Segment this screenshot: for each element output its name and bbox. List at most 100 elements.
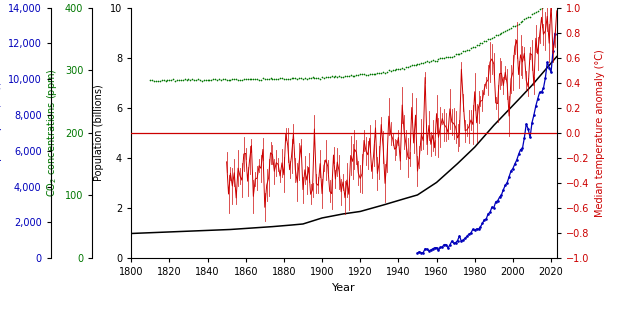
Point — [145, 78, 156, 83]
Point — [404, 64, 415, 69]
Point — [386, 68, 396, 73]
Point — [414, 61, 424, 66]
Point — [275, 76, 285, 81]
Point — [374, 71, 385, 76]
Point — [532, 8, 543, 13]
Point — [502, 28, 512, 33]
Point — [218, 77, 228, 82]
Point — [208, 77, 218, 82]
Point — [357, 72, 367, 77]
Point — [243, 77, 253, 82]
Y-axis label: GDP per capita (US$): GDP per capita (US$) — [0, 81, 2, 185]
Point — [369, 72, 379, 77]
Point — [273, 77, 284, 82]
Point — [258, 76, 268, 81]
Point — [451, 52, 461, 57]
Point — [472, 43, 482, 48]
Point — [340, 74, 350, 79]
Point — [497, 31, 507, 36]
Point — [376, 70, 387, 75]
Point — [185, 77, 195, 82]
Point — [540, 2, 550, 7]
Point — [508, 24, 518, 29]
Point — [269, 77, 280, 82]
Point — [393, 67, 403, 72]
Point — [483, 36, 493, 41]
Y-axis label: CO$_2$ concentrations (ppm): CO$_2$ concentrations (ppm) — [45, 69, 60, 197]
Point — [371, 72, 381, 77]
Point — [487, 35, 497, 40]
Point — [279, 77, 289, 82]
X-axis label: Year: Year — [332, 283, 356, 293]
Point — [210, 77, 220, 82]
Point — [187, 77, 197, 82]
Point — [511, 23, 522, 28]
Point — [153, 78, 163, 83]
Point — [323, 75, 333, 80]
Point — [491, 33, 501, 38]
Point — [443, 54, 453, 59]
Point — [172, 77, 182, 82]
Point — [412, 61, 422, 66]
Point — [521, 15, 531, 20]
Point — [544, 0, 554, 4]
Point — [468, 44, 478, 49]
Point — [452, 52, 463, 57]
Point — [499, 30, 509, 35]
Point — [525, 14, 535, 19]
Point — [283, 76, 293, 81]
Point — [416, 60, 426, 65]
Point — [481, 38, 492, 43]
Point — [309, 76, 319, 81]
Point — [361, 73, 371, 78]
Point — [388, 67, 398, 72]
Point — [317, 74, 327, 79]
Point — [351, 73, 362, 78]
Point — [246, 77, 257, 82]
Point — [235, 78, 245, 83]
Point — [332, 74, 342, 79]
Point — [198, 78, 209, 83]
Point — [178, 77, 188, 82]
Point — [298, 77, 308, 82]
Point — [307, 75, 317, 80]
Point — [410, 62, 420, 67]
Point — [239, 77, 249, 82]
Point — [422, 59, 432, 64]
Y-axis label: Median temperature anomaly (°C): Median temperature anomaly (°C) — [595, 49, 605, 217]
Point — [466, 46, 476, 51]
Point — [214, 76, 224, 81]
Point — [170, 78, 180, 83]
Point — [408, 62, 419, 67]
Point — [147, 77, 157, 82]
Point — [250, 77, 260, 82]
Point — [244, 77, 255, 82]
Point — [324, 74, 335, 79]
Point — [355, 72, 365, 77]
Point — [493, 33, 503, 38]
Point — [437, 55, 447, 60]
Point — [372, 71, 383, 76]
Point — [262, 76, 272, 81]
Point — [155, 78, 165, 83]
Point — [476, 41, 486, 46]
Point — [191, 78, 201, 83]
Point — [523, 14, 533, 19]
Point — [431, 58, 442, 63]
Point — [534, 7, 545, 12]
Point — [151, 78, 161, 83]
Point — [233, 78, 243, 83]
Point — [399, 66, 409, 71]
Point — [237, 78, 247, 83]
Point — [193, 77, 203, 82]
Point — [200, 77, 211, 82]
Point — [349, 73, 360, 78]
Point — [338, 74, 348, 79]
Point — [301, 76, 312, 81]
Point — [260, 76, 270, 81]
Point — [406, 62, 417, 67]
Point — [495, 31, 505, 36]
Point — [157, 78, 167, 83]
Point — [403, 65, 413, 70]
Point — [285, 76, 295, 81]
